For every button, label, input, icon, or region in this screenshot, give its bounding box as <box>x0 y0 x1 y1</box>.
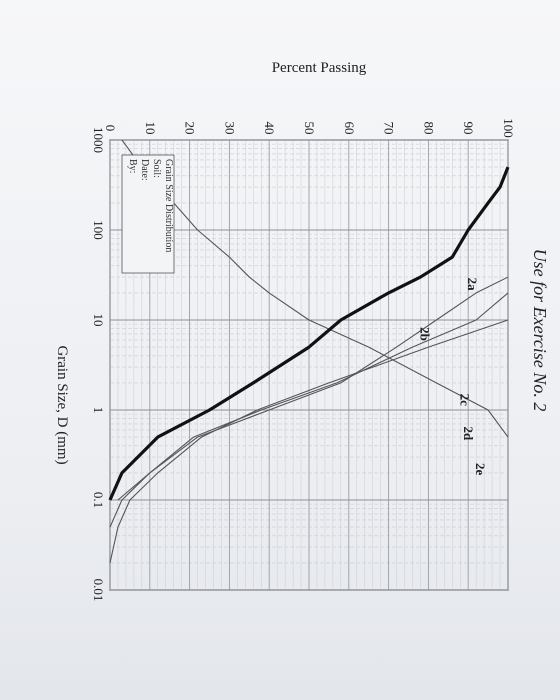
curve-2e <box>109 319 509 564</box>
x-tick-label: 0.1 <box>91 492 106 508</box>
y-tick-label: 20 <box>183 122 198 135</box>
x-axis-title: Grain Size, D (mm) <box>54 345 70 464</box>
legend-line: Soil: <box>151 159 162 178</box>
legend-line: Grain Size Distribution <box>163 159 174 252</box>
curve-label-2b: 2b <box>417 327 432 341</box>
curve-2d <box>109 292 509 528</box>
legend-box <box>121 154 175 274</box>
y-axis-title: Percent Passing <box>272 60 367 76</box>
y-tick-label: 90 <box>461 122 476 135</box>
x-tick-label: 1 <box>91 407 106 414</box>
y-tick-label: 70 <box>382 122 397 135</box>
y-tick-label: 0 <box>103 125 118 132</box>
y-tick-label: 100 <box>501 118 516 138</box>
curve-label-2e: 2e <box>473 463 488 476</box>
legend-line: By: <box>127 159 138 173</box>
legend-line: Date: <box>139 159 150 181</box>
y-tick-label: 30 <box>222 122 237 135</box>
y-tick-label: 80 <box>421 122 436 135</box>
y-tick-label: 60 <box>342 122 357 135</box>
x-tick-label: 10 <box>91 314 106 327</box>
curve-2c <box>117 276 509 501</box>
y-tick-label: 10 <box>143 122 158 135</box>
curve-label-2d: 2d <box>461 427 476 442</box>
exercise-note: Use for Exercise No. 2 <box>530 249 550 412</box>
y-tick-label: 50 <box>302 122 317 135</box>
y-tick-label: 40 <box>262 122 277 135</box>
x-tick-label: 100 <box>91 220 106 240</box>
x-tick-label: 1000 <box>91 127 106 153</box>
curve-label-2a: 2a <box>465 278 480 292</box>
curve-label-2c: 2c <box>457 394 472 407</box>
curve-2b <box>108 166 510 501</box>
x-tick-label: 0.01 <box>91 579 106 602</box>
